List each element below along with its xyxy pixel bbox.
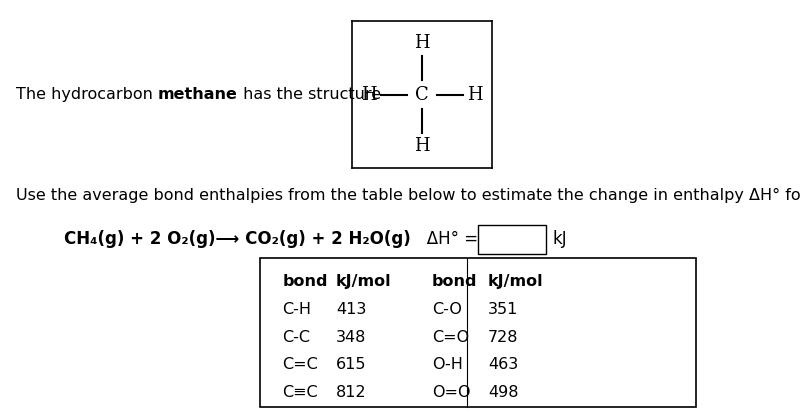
Text: kJ/mol: kJ/mol: [336, 274, 392, 289]
Text: Use the average bond enthalpies from the table below to estimate the change in e: Use the average bond enthalpies from the…: [16, 188, 800, 203]
Text: 413: 413: [336, 302, 366, 317]
Text: 463: 463: [488, 357, 518, 373]
Text: kJ: kJ: [552, 231, 567, 248]
Text: 351: 351: [488, 302, 518, 317]
Text: bond: bond: [282, 274, 328, 289]
Text: methane: methane: [158, 87, 238, 102]
Text: H: H: [414, 34, 430, 52]
Text: H: H: [414, 137, 430, 155]
Text: The hydrocarbon: The hydrocarbon: [16, 87, 158, 102]
Text: H: H: [467, 86, 483, 103]
Text: 498: 498: [488, 385, 518, 400]
Text: O-H: O-H: [432, 357, 463, 373]
Text: C-H: C-H: [282, 302, 311, 317]
Text: CH₄(g) + 2 O₂(g)⟶ CO₂(g) + 2 H₂O(g): CH₄(g) + 2 O₂(g)⟶ CO₂(g) + 2 H₂O(g): [64, 231, 410, 248]
Text: 615: 615: [336, 357, 366, 373]
Text: C=C: C=C: [282, 357, 318, 373]
Text: 812: 812: [336, 385, 366, 400]
Text: O=O: O=O: [432, 385, 470, 400]
Text: H: H: [361, 86, 377, 103]
Text: has the structure: has the structure: [238, 87, 381, 102]
Text: C-C: C-C: [282, 330, 310, 344]
Text: ΔH° =: ΔH° =: [410, 231, 478, 248]
Text: C=O: C=O: [432, 330, 469, 344]
Text: C≡C: C≡C: [282, 385, 318, 400]
Text: C-O: C-O: [432, 302, 462, 317]
Text: C: C: [415, 86, 429, 103]
Text: kJ/mol: kJ/mol: [488, 274, 544, 289]
Text: 348: 348: [336, 330, 366, 344]
Text: bond: bond: [432, 274, 478, 289]
Text: 728: 728: [488, 330, 518, 344]
